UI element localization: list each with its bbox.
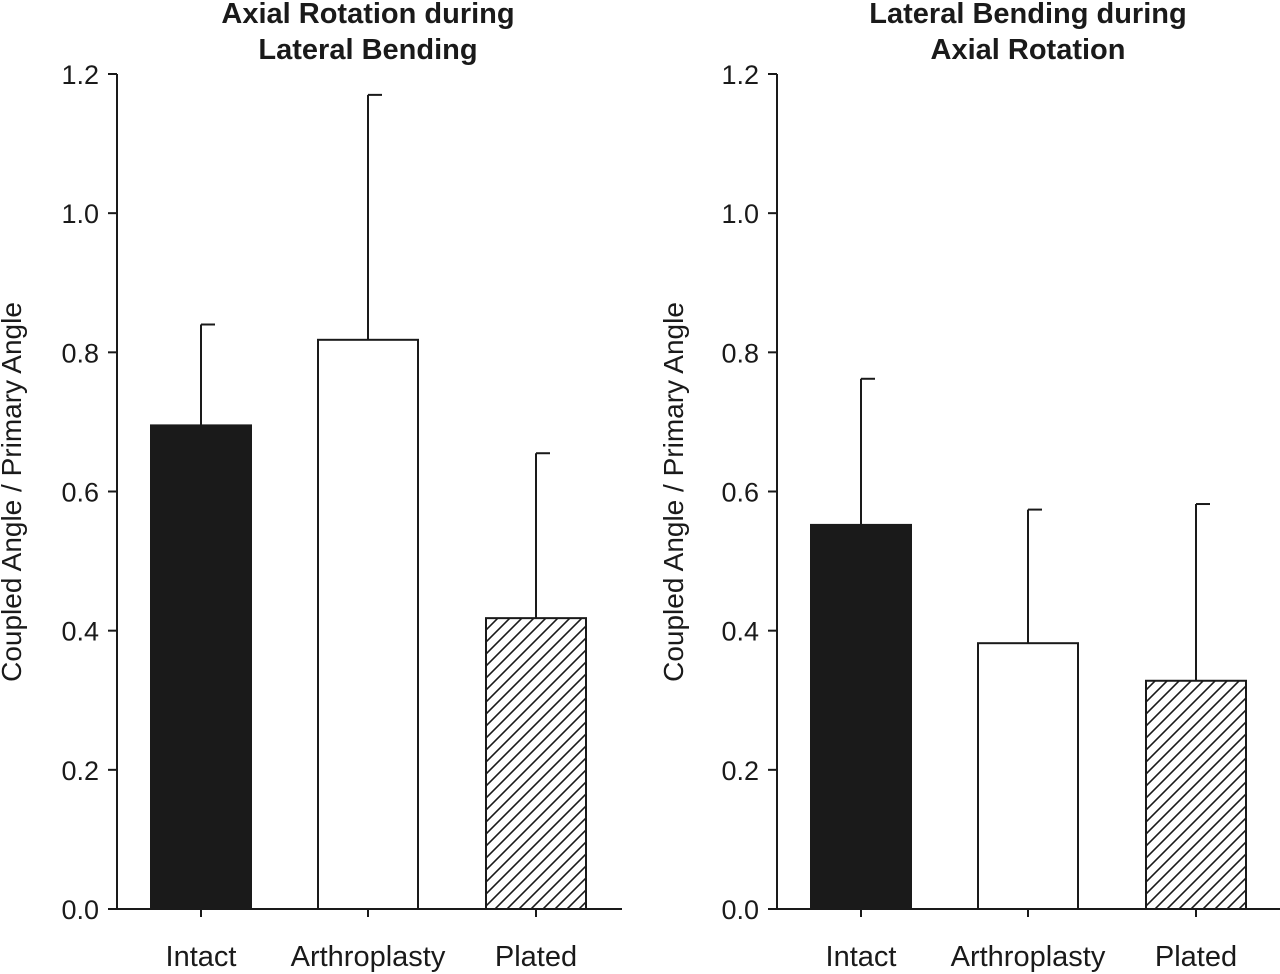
left-chart-title-line-2: Lateral Bending [258, 34, 477, 66]
left-y-tick-label: 0.8 [61, 338, 99, 368]
right-category-label-intact: Intact [826, 941, 897, 973]
right-bar-intact [810, 523, 912, 911]
left-y-tick-label: 0.0 [61, 895, 99, 925]
left-bar-intact [150, 424, 252, 910]
right-y-tick-label: 0.2 [721, 756, 759, 786]
right-y-tick-label: 0.8 [721, 338, 759, 368]
right-y-tick-label: 1.2 [721, 60, 759, 90]
right-y-tick-label: 0.0 [721, 895, 759, 925]
right-category-label-arthroplasty: Arthroplasty [951, 941, 1106, 973]
left-y-tick-label: 0.6 [61, 478, 99, 508]
right-bar-plated [1145, 679, 1247, 910]
right-chart: Lateral Bending during Axial Rotation Co… [658, 0, 1280, 973]
right-bars [810, 377, 1247, 911]
left-category-label-intact: Intact [166, 941, 237, 973]
left-y-tick-label: 1.2 [61, 60, 99, 90]
right-bar-arthroplasty [977, 642, 1079, 910]
right-chart-title-line-1: Lateral Bending during [869, 0, 1186, 30]
left-bar-plated [485, 617, 587, 910]
left-bar-arthroplasty [317, 338, 419, 910]
right-y-tick-label: 1.0 [721, 199, 759, 229]
left-category-label-plated: Plated [495, 941, 577, 973]
left-y-tick-label: 1.0 [61, 199, 99, 229]
right-y-tick-label: 0.6 [721, 478, 759, 508]
left-category-label-arthroplasty: Arthroplasty [291, 941, 446, 973]
left-y-ticks: 0.0 0.2 0.4 0.6 0.8 1.0 1.2 [61, 60, 537, 925]
left-y-axis-label: Coupled Angle / Primary Angle [0, 302, 27, 682]
left-chart-title-line-1: Axial Rotation during [221, 0, 514, 30]
right-y-tick-label: 0.4 [721, 617, 759, 647]
right-category-label-plated: Plated [1155, 941, 1237, 973]
right-y-ticks: 0.0 0.2 0.4 0.6 0.8 1.0 1.2 [721, 60, 1197, 925]
left-bars [150, 93, 587, 910]
left-y-tick-label: 0.4 [61, 617, 99, 647]
left-chart: Axial Rotation during Lateral Bending Co… [0, 0, 622, 973]
right-y-axis-label: Coupled Angle / Primary Angle [658, 302, 689, 682]
right-chart-title-line-2: Axial Rotation [931, 34, 1126, 66]
left-y-tick-label: 0.2 [61, 756, 99, 786]
